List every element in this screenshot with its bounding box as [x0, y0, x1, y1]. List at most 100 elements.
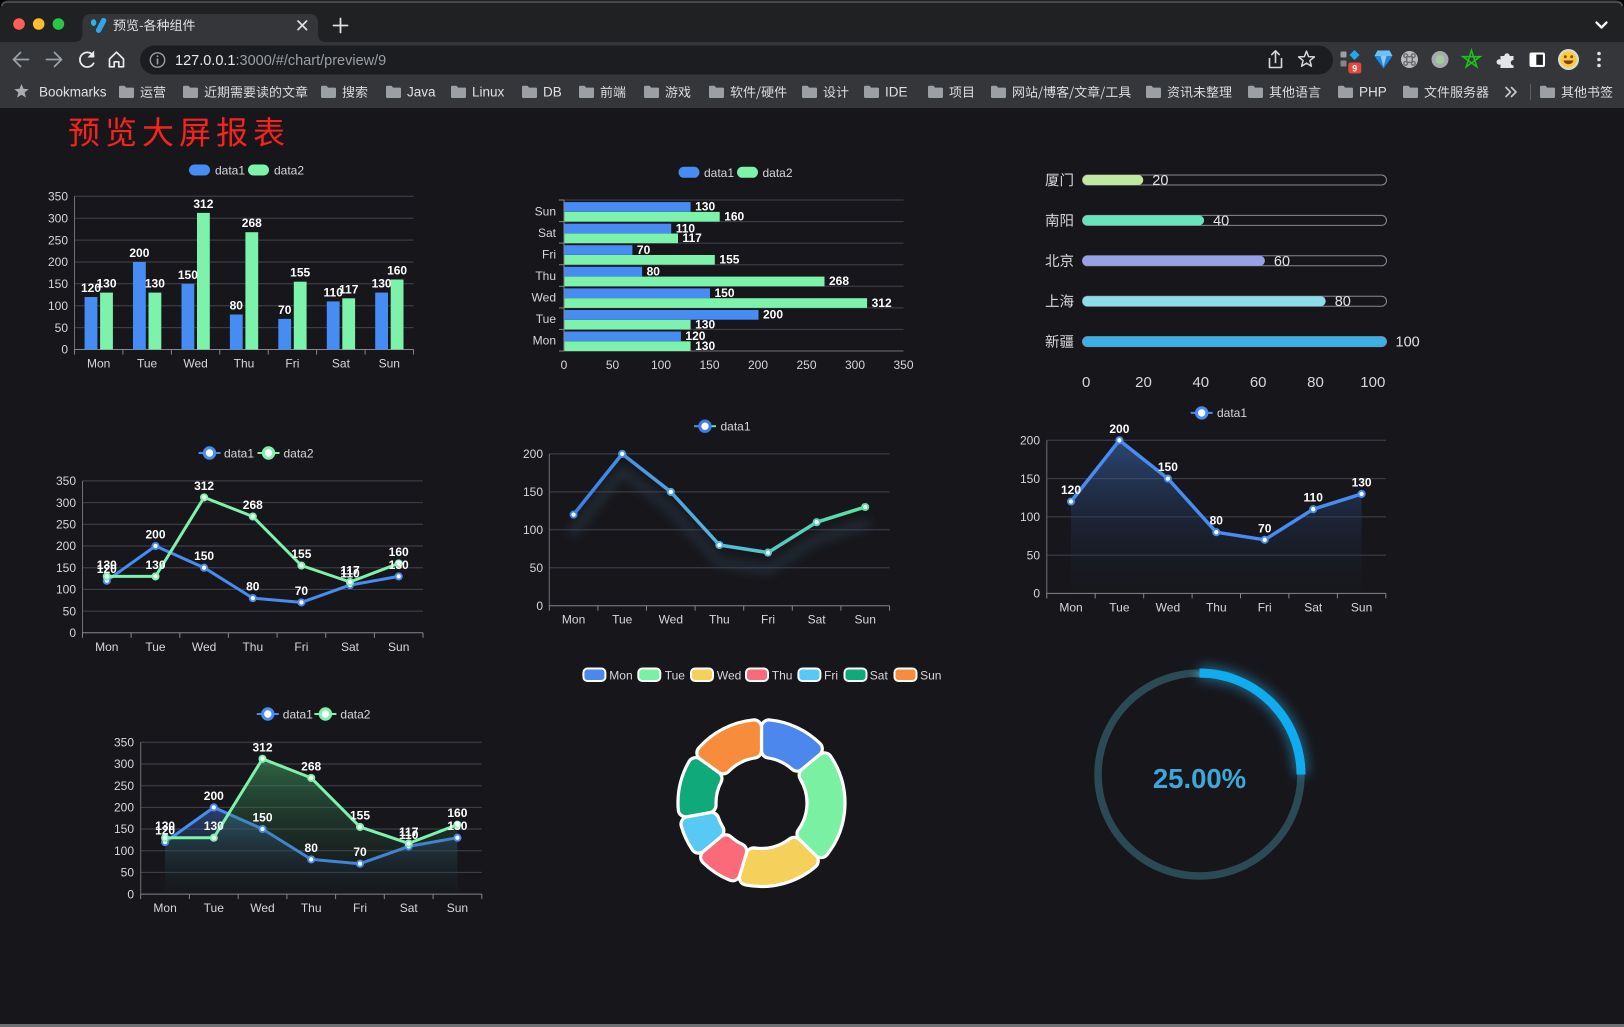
svg-text:200: 200	[1109, 422, 1129, 436]
svg-text:312: 312	[252, 740, 272, 754]
svg-text:160: 160	[447, 806, 467, 820]
svg-text:data1: data1	[1217, 406, 1247, 420]
svg-text:50: 50	[606, 358, 620, 372]
svg-text:150: 150	[523, 485, 543, 499]
svg-text:0: 0	[1033, 587, 1040, 601]
svg-text:155: 155	[719, 253, 739, 267]
svg-text:200: 200	[145, 528, 165, 542]
svg-text:250: 250	[114, 779, 134, 793]
svg-text:250: 250	[796, 358, 816, 372]
svg-text:100: 100	[1396, 335, 1420, 351]
svg-text:Sun: Sun	[447, 901, 468, 915]
svg-text:127.0.0.1:3000/#/chart/preview: 127.0.0.1:3000/#/chart/preview/9	[175, 53, 386, 69]
svg-text:60: 60	[1250, 374, 1267, 391]
svg-text:70: 70	[1258, 521, 1272, 535]
svg-text:Fri: Fri	[542, 247, 556, 261]
svg-text:100: 100	[114, 844, 134, 858]
svg-text:Fri: Fri	[294, 640, 308, 654]
svg-text:Tue: Tue	[665, 669, 686, 683]
svg-text:70: 70	[353, 845, 367, 859]
svg-text:110: 110	[1304, 491, 1324, 505]
svg-text:130: 130	[204, 819, 224, 833]
svg-text:150: 150	[1020, 472, 1040, 486]
svg-text:130: 130	[372, 277, 392, 291]
svg-text:40: 40	[1192, 374, 1209, 391]
svg-text:150: 150	[48, 277, 68, 291]
svg-text:150: 150	[715, 286, 735, 300]
svg-text:Sat: Sat	[332, 357, 351, 371]
svg-text:Fri: Fri	[353, 901, 367, 915]
svg-text:200: 200	[114, 801, 134, 815]
svg-text:80: 80	[305, 841, 319, 855]
svg-text:150: 150	[56, 561, 76, 575]
svg-text:40: 40	[1213, 213, 1229, 229]
svg-text:200: 200	[1020, 434, 1040, 448]
svg-text:100: 100	[523, 523, 543, 537]
svg-text:150: 150	[252, 811, 272, 825]
svg-text:300: 300	[845, 358, 865, 372]
svg-text:150: 150	[114, 822, 134, 836]
svg-text:80: 80	[647, 264, 661, 278]
svg-text:Mon: Mon	[562, 613, 585, 627]
svg-text:Thu: Thu	[709, 613, 730, 627]
svg-text:120: 120	[97, 562, 117, 576]
svg-text:Mon: Mon	[87, 357, 110, 371]
svg-text:130: 130	[695, 317, 715, 331]
svg-text:350: 350	[56, 474, 76, 488]
svg-text:Wed: Wed	[717, 669, 741, 683]
svg-text:0: 0	[561, 358, 568, 372]
svg-text:Sun: Sun	[535, 204, 556, 218]
svg-text:160: 160	[387, 264, 407, 278]
svg-text:Sun: Sun	[1351, 600, 1372, 614]
svg-text:Sat: Sat	[870, 669, 889, 683]
svg-text:268: 268	[243, 498, 263, 512]
svg-text:Mon: Mon	[153, 901, 176, 915]
svg-text:data1: data1	[721, 420, 751, 434]
svg-text:Sat: Sat	[341, 640, 360, 654]
svg-text:Wed: Wed	[659, 613, 683, 627]
svg-text:150: 150	[178, 268, 198, 282]
svg-text:130: 130	[695, 339, 715, 353]
svg-text:50: 50	[1027, 548, 1041, 562]
svg-text:Sat: Sat	[400, 901, 419, 915]
svg-text:80: 80	[230, 299, 244, 313]
svg-text:130: 130	[155, 819, 175, 833]
svg-text:Thu: Thu	[1206, 600, 1227, 614]
svg-text:IDE: IDE	[885, 85, 908, 100]
svg-text:100: 100	[48, 299, 68, 313]
svg-text:Sat: Sat	[1304, 600, 1323, 614]
svg-text:9: 9	[1352, 63, 1357, 73]
svg-text:130: 130	[145, 277, 165, 291]
svg-text:70: 70	[278, 303, 292, 317]
svg-text:25.00%: 25.00%	[1153, 763, 1246, 794]
svg-text:Tue: Tue	[137, 357, 158, 371]
svg-text:155: 155	[350, 808, 370, 822]
svg-text:250: 250	[48, 233, 68, 247]
svg-text:80: 80	[1307, 374, 1324, 391]
svg-text:130: 130	[96, 277, 116, 291]
svg-text:130: 130	[1352, 475, 1372, 489]
svg-text:80: 80	[1210, 514, 1224, 528]
svg-text:200: 200	[129, 246, 149, 260]
svg-text:117: 117	[339, 282, 359, 296]
svg-text:Sun: Sun	[855, 613, 876, 627]
svg-text:Wed: Wed	[250, 901, 274, 915]
svg-text:100: 100	[56, 583, 76, 597]
svg-text:130: 130	[695, 200, 715, 214]
svg-text:Fri: Fri	[761, 613, 775, 627]
svg-text:110: 110	[324, 285, 344, 299]
svg-text:Thu: Thu	[242, 640, 263, 654]
svg-text:200: 200	[56, 539, 76, 553]
svg-text:110: 110	[676, 221, 696, 235]
svg-text:250: 250	[56, 518, 76, 532]
svg-text:Sun: Sun	[388, 640, 409, 654]
svg-text:160: 160	[389, 545, 409, 559]
svg-text:Java: Java	[407, 85, 436, 100]
svg-text:268: 268	[242, 216, 262, 230]
svg-text:data1: data1	[704, 166, 734, 180]
svg-text:160: 160	[724, 210, 744, 224]
svg-text:80: 80	[1335, 294, 1351, 310]
svg-text:312: 312	[193, 197, 213, 211]
svg-text:0: 0	[61, 343, 68, 357]
svg-text:110: 110	[340, 567, 360, 581]
